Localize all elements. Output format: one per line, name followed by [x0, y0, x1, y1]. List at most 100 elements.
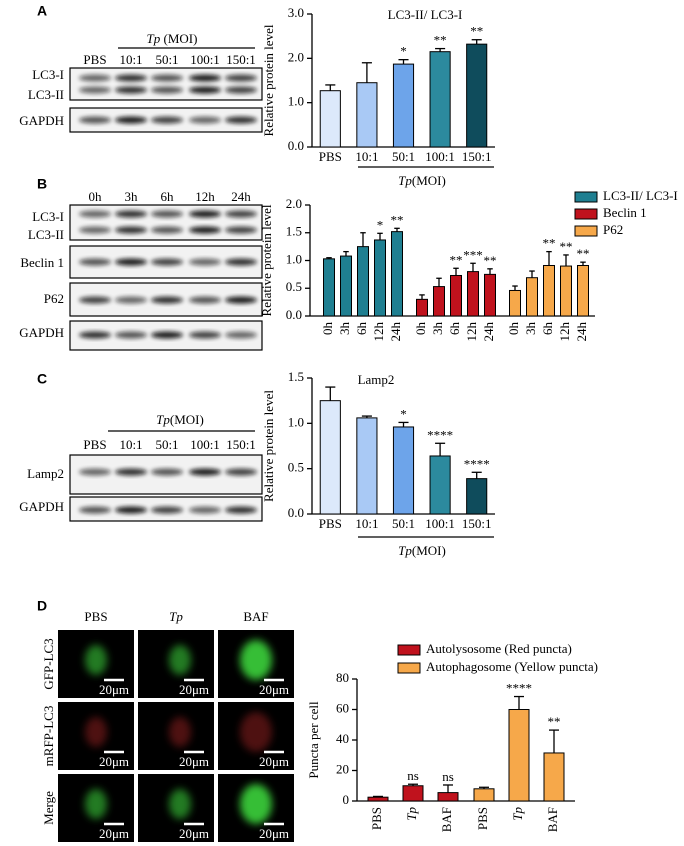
- lane-header: Tp (MOI): [147, 31, 198, 46]
- significance-label: *: [377, 217, 384, 232]
- legend-swatch: [574, 191, 598, 203]
- y-tick-label: 20: [336, 761, 349, 776]
- bar: [560, 265, 572, 317]
- x-tick-label: 0h: [320, 322, 335, 336]
- scale-bar-label: 20μm: [259, 754, 289, 769]
- blot-band: [115, 210, 147, 218]
- significance-label: **: [577, 246, 590, 261]
- lane-label: 0h: [89, 189, 103, 204]
- lane-label: 150:1: [226, 437, 256, 452]
- bar: [577, 264, 589, 317]
- bar: [526, 277, 538, 317]
- y-tick-label: 2.0: [288, 49, 304, 64]
- bar: [357, 246, 369, 317]
- bar: [416, 298, 428, 317]
- x-tick-label: Tp: [404, 807, 419, 821]
- lane-header: Tp(MOI): [156, 412, 204, 427]
- bar: [392, 63, 415, 148]
- significance-label: ****: [464, 456, 490, 471]
- significance-label: ***: [463, 247, 483, 262]
- x-tick-label: 50:1: [392, 149, 415, 164]
- x-tick-label: 3h: [337, 322, 352, 336]
- scale-bar-label: 20μm: [99, 682, 129, 697]
- x-tick-label: 6h: [354, 322, 369, 336]
- bar: [543, 752, 565, 802]
- x-tick-label: 12h: [557, 322, 572, 342]
- x-tick-label: PBS: [475, 807, 490, 830]
- bar: [484, 273, 496, 317]
- blot-frame: [69, 67, 263, 101]
- lane-label: PBS: [83, 52, 106, 67]
- lane-label: 3h: [125, 189, 139, 204]
- x-axis-label-part: Tp: [398, 543, 412, 558]
- chart-title: LC3-II/ LC3-I: [388, 7, 463, 22]
- x-tick-label: 50:1: [392, 516, 415, 531]
- lane-header-part: (MOI): [170, 412, 204, 427]
- panel-letter: C: [37, 371, 47, 387]
- x-tick-label: 12h: [371, 322, 386, 342]
- blot-band: [115, 74, 147, 82]
- panel-letter: B: [37, 176, 47, 192]
- cell: [169, 645, 191, 675]
- lane-label: 12h: [195, 189, 215, 204]
- legend-label: Beclin 1: [603, 205, 647, 220]
- blot-band: [79, 226, 111, 234]
- y-tick-label: 80: [336, 670, 349, 685]
- blot-band: [79, 74, 111, 82]
- significance-label: ns: [407, 768, 419, 783]
- blot-band: [189, 210, 221, 218]
- scale-bar-label: 20μm: [179, 826, 209, 841]
- blot-band: [151, 296, 183, 304]
- lane-header-part: (MOI): [160, 31, 197, 46]
- blot-band: [225, 86, 257, 94]
- blot-band: [79, 258, 111, 266]
- bar: [340, 255, 352, 317]
- x-tick-label: 100:1: [425, 516, 455, 531]
- blot-band: [115, 506, 147, 514]
- column-label: BAF: [243, 609, 268, 624]
- column-label: Tp: [169, 609, 183, 624]
- blot-band: [151, 86, 183, 94]
- y-axis-label: Relative protein level: [261, 390, 276, 502]
- blot-band: [79, 210, 111, 218]
- blot-band: [115, 331, 147, 339]
- blot-row-label: LC3-I: [32, 209, 64, 224]
- blot-band: [225, 210, 257, 218]
- lane-label: 24h: [231, 189, 251, 204]
- cell: [240, 784, 272, 824]
- blot-band: [151, 116, 183, 124]
- y-axis-label: Relative protein level: [261, 24, 276, 136]
- blot-band: [79, 296, 111, 304]
- cell: [85, 789, 107, 819]
- blot-band: [79, 506, 111, 514]
- blot-band: [151, 331, 183, 339]
- scale-bar-label: 20μm: [179, 754, 209, 769]
- lane-label: 10:1: [119, 52, 142, 67]
- x-tick-label: 6h: [540, 322, 555, 336]
- significance-label: *: [400, 406, 407, 421]
- y-tick-label: 0.0: [286, 307, 302, 322]
- scale-bar-label: 20μm: [179, 682, 209, 697]
- lane-header-part: Tp: [156, 412, 170, 427]
- scale-bar-label: 20μm: [99, 826, 129, 841]
- blot-band: [189, 331, 221, 339]
- x-tick-label: 12h: [464, 322, 479, 342]
- x-tick-label: PBS: [319, 149, 342, 164]
- y-tick-label: 0.5: [288, 460, 304, 475]
- significance-label: ns: [442, 769, 454, 784]
- x-tick-label: PBS: [319, 516, 342, 531]
- blot-band: [115, 86, 147, 94]
- cell: [85, 645, 107, 675]
- legend-label: Autolysosome (Red puncta): [426, 641, 572, 656]
- lane-label: 50:1: [155, 52, 178, 67]
- bar: [450, 274, 462, 317]
- bar: [473, 788, 495, 802]
- chart-title: Lamp2: [358, 372, 395, 387]
- x-axis-label-part: Tp: [398, 173, 412, 188]
- bar: [433, 286, 445, 317]
- bar: [367, 796, 389, 802]
- blot-band: [189, 468, 221, 476]
- blot-band: [151, 226, 183, 234]
- blot-band: [189, 74, 221, 82]
